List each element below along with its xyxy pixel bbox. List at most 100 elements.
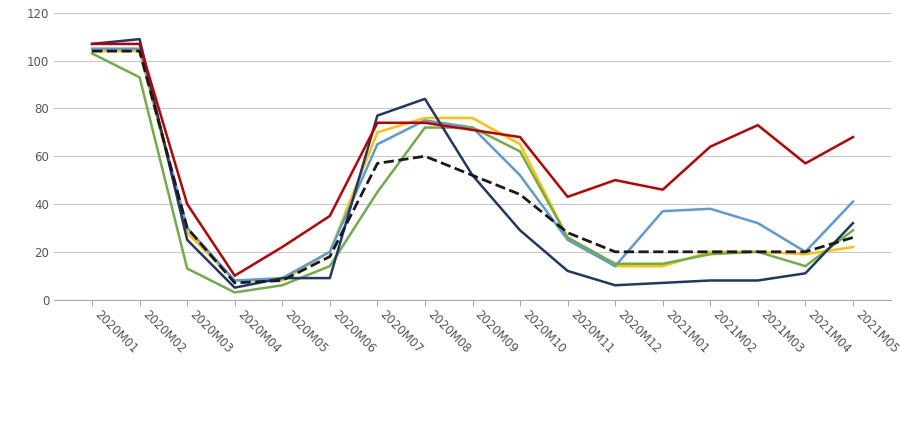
France — [848, 199, 859, 204]
Switzerland — [86, 42, 97, 47]
France — [324, 249, 335, 254]
Germany — [134, 48, 145, 54]
European Union - 27 countries — [752, 249, 763, 254]
Austria — [324, 276, 335, 281]
Switzerland — [752, 122, 763, 128]
Italy — [134, 75, 145, 80]
France — [277, 276, 288, 281]
Italy — [705, 252, 716, 257]
Austria — [657, 280, 668, 285]
Austria — [86, 42, 97, 47]
Italy — [752, 249, 763, 254]
France — [752, 220, 763, 226]
Switzerland — [848, 134, 859, 140]
Italy — [182, 266, 193, 271]
France — [467, 125, 478, 130]
Switzerland — [419, 120, 430, 125]
France — [800, 249, 811, 254]
Line: Switzerland: Switzerland — [92, 44, 853, 276]
Austria — [134, 36, 145, 42]
European Union - 27 countries — [324, 254, 335, 259]
Italy — [230, 290, 240, 295]
Germany — [752, 249, 763, 254]
Italy — [277, 283, 288, 288]
France — [610, 264, 621, 269]
Germany — [657, 264, 668, 269]
Germany — [277, 278, 288, 283]
Austria — [848, 220, 859, 226]
Germany — [467, 116, 478, 121]
Germany — [515, 142, 526, 147]
Italy — [86, 51, 97, 56]
France — [182, 225, 193, 230]
Austria — [182, 237, 193, 242]
Austria — [467, 173, 478, 178]
European Union - 27 countries — [848, 235, 859, 240]
Legend: European Union - 27 countries, Germany, France, Italy, Austria, Switzerland: European Union - 27 countries, Germany, … — [143, 426, 802, 428]
Line: European Union - 27 countries: European Union - 27 countries — [92, 51, 853, 283]
Germany — [705, 249, 716, 254]
European Union - 27 countries — [372, 161, 382, 166]
Switzerland — [705, 144, 716, 149]
Line: Germany: Germany — [92, 51, 853, 280]
Switzerland — [562, 194, 573, 199]
France — [657, 208, 668, 214]
Line: Italy: Italy — [92, 54, 853, 292]
Italy — [848, 228, 859, 233]
Switzerland — [467, 128, 478, 133]
France — [515, 173, 526, 178]
Germany — [86, 48, 97, 54]
Italy — [562, 235, 573, 240]
Germany — [419, 116, 430, 121]
Germany — [610, 264, 621, 269]
France — [562, 237, 573, 242]
Austria — [230, 285, 240, 290]
Italy — [610, 261, 621, 266]
Austria — [562, 268, 573, 273]
Germany — [324, 249, 335, 254]
Switzerland — [134, 42, 145, 47]
Switzerland — [610, 178, 621, 183]
Italy — [800, 264, 811, 269]
Austria — [515, 228, 526, 233]
Germany — [182, 230, 193, 235]
France — [419, 118, 430, 123]
Italy — [372, 190, 382, 195]
Germany — [372, 130, 382, 135]
European Union - 27 countries — [800, 249, 811, 254]
Germany — [562, 235, 573, 240]
Italy — [657, 261, 668, 266]
Line: Austria: Austria — [92, 39, 853, 288]
European Union - 27 countries — [419, 154, 430, 159]
European Union - 27 countries — [134, 48, 145, 54]
France — [86, 46, 97, 51]
Switzerland — [277, 244, 288, 250]
European Union - 27 countries — [705, 249, 716, 254]
European Union - 27 countries — [515, 192, 526, 197]
France — [230, 278, 240, 283]
France — [705, 206, 716, 211]
Switzerland — [182, 202, 193, 207]
European Union - 27 countries — [277, 278, 288, 283]
Austria — [372, 113, 382, 118]
France — [372, 142, 382, 147]
European Union - 27 countries — [610, 249, 621, 254]
European Union - 27 countries — [562, 230, 573, 235]
European Union - 27 countries — [230, 280, 240, 285]
Switzerland — [324, 214, 335, 219]
Switzerland — [372, 120, 382, 125]
Austria — [277, 276, 288, 281]
Germany — [230, 278, 240, 283]
Line: France: France — [92, 49, 853, 280]
Austria — [800, 271, 811, 276]
Germany — [848, 244, 859, 250]
European Union - 27 countries — [86, 48, 97, 54]
Switzerland — [515, 134, 526, 140]
Austria — [610, 283, 621, 288]
European Union - 27 countries — [657, 249, 668, 254]
Switzerland — [230, 273, 240, 278]
Germany — [800, 252, 811, 257]
Austria — [419, 96, 430, 101]
Italy — [467, 125, 478, 130]
Italy — [324, 264, 335, 269]
